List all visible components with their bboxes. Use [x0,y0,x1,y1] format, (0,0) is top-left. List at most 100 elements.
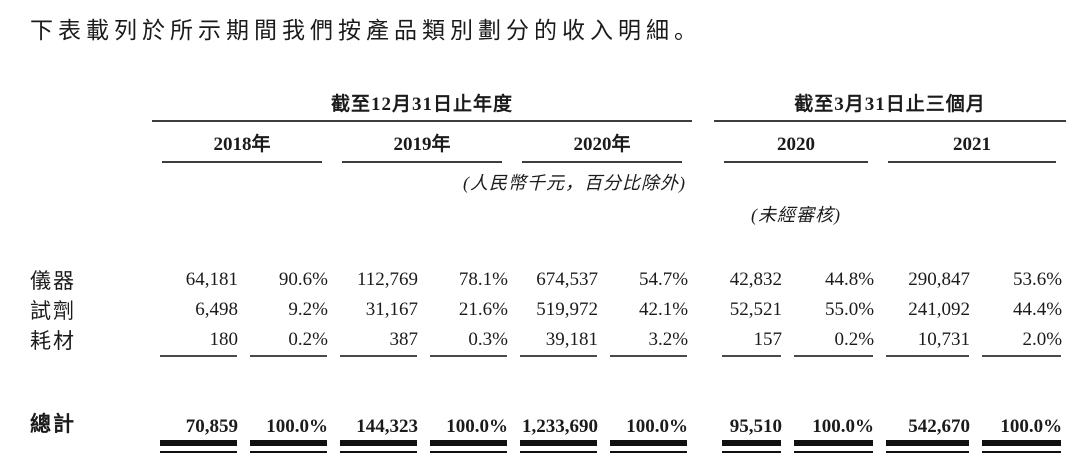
column-rule [340,355,417,357]
double-rule [722,440,782,453]
cell-q2021-pct: 2.0% [1022,329,1063,350]
year-header-2018: 2018年 [152,122,332,163]
cell-2018-pct: 0.2% [288,329,328,350]
cell-2019-value: 31,167 [365,299,418,320]
cell-q2021-value: 290,847 [908,269,971,290]
cell-2020-pct: 54.7% [638,269,689,290]
table-row-total: 總計 70,859 100.0% 144,323 100.0% 1,233,69… [30,365,1066,438]
spacer-cell [692,85,714,122]
cell-q2020-pct: 0.2% [834,329,875,350]
spacer-cell [692,122,714,163]
column-rule [886,355,970,357]
column-rule [520,355,597,357]
cell-2020-value: 674,537 [536,269,598,290]
double-rule [160,440,237,453]
double-rule [610,440,688,453]
row-label-consumables: 耗材 [30,329,76,353]
spacer-cell [30,355,152,365]
spacer-cell [692,163,1066,195]
double-rule [340,440,417,453]
double-rule [886,440,970,453]
total-2020-pct: 100.0% [626,416,689,437]
cell-2020-value: 39,181 [545,329,598,350]
total-2018-value: 70,859 [185,416,238,437]
cell-2019-pct: 21.6% [458,299,508,320]
spacer-cell [30,85,152,122]
cell-2020-value: 519,972 [536,299,598,320]
period-group-quarter: 截至3月31日止三個月 [714,85,1067,122]
column-rule [794,355,874,357]
cell-q2021-pct: 44.4% [1012,299,1063,320]
year-header-2019: 2019年 [332,122,512,163]
cell-q2021-pct: 53.6% [1012,269,1063,290]
double-rule [794,440,874,453]
year-header-row: 2018年 2019年 2020年 2020 2021 [30,122,1066,163]
cell-2018-pct: 90.6% [278,269,328,290]
year-header-2020: 2020年 [512,122,692,163]
spacer-cell [692,365,714,438]
row-label-reagents: 試劑 [30,299,76,323]
spacer-row [30,227,1066,265]
column-rule [250,355,327,357]
cell-2020-pct: 3.2% [648,329,689,350]
spacer-cell [692,355,714,365]
column-rule [160,355,237,357]
double-rule [520,440,597,453]
double-rule [250,440,327,453]
grand-total-rule-row [30,438,1066,464]
spacer-cell [878,195,1066,227]
double-rule [430,440,507,453]
unit-note-row: (人民幣千元，百分比除外) [30,163,1066,195]
revenue-by-product-table: 截至12月31日止年度 截至3月31日止三個月 2018年 2019年 2020… [30,85,1067,464]
row-label-total: 總計 [30,412,76,436]
spacer-cell [692,265,714,295]
cell-2018-value: 64,181 [185,269,238,290]
cell-q2020-value: 52,521 [729,299,783,320]
cell-q2020-value: 157 [753,329,783,350]
column-rule [982,355,1062,357]
column-rule [722,355,782,357]
cell-2019-pct: 0.3% [468,329,508,350]
total-q2020-value: 95,510 [729,416,783,437]
quarter-header-2020: 2020 [714,122,878,163]
cell-q2020-pct: 55.0% [824,299,875,320]
spacer-cell [692,438,714,464]
period-group-header-row: 截至12月31日止年度 截至3月31日止三個月 [30,85,1067,122]
intro-text: 下表載列於所示期間我們按產品類別劃分的收入明細。 [30,18,702,43]
audit-note: (未經審核) [751,205,842,225]
spacer-cell [30,122,152,163]
total-2019-pct: 100.0% [446,416,508,437]
column-rule [430,355,507,357]
spacer-cell [692,325,714,355]
period-group-annual: 截至12月31日止年度 [152,85,693,122]
cell-2018-value: 180 [209,329,239,350]
total-2018-pct: 100.0% [266,416,328,437]
cell-q2020-pct: 44.8% [824,269,875,290]
period-group-quarter-label: 截至3月31日止三個月 [714,89,1067,122]
total-2019-value: 144,323 [356,416,418,437]
column-rule [610,355,688,357]
quarter-header-2021: 2021 [878,122,1066,163]
unit-note: (人民幣千元，百分比除外) [463,173,687,193]
row-label-instruments: 儀器 [30,269,76,293]
period-group-annual-label: 截至12月31日止年度 [152,89,693,122]
table-row-instruments: 儀器 64,181 90.6% 112,769 78.1% 674,537 54… [30,265,1066,295]
subtotal-rule-row [30,355,1066,365]
cell-2019-pct: 78.1% [458,269,508,290]
cell-2018-pct: 9.2% [288,299,328,320]
cell-2019-value: 387 [389,329,419,350]
total-q2020-pct: 100.0% [812,416,875,437]
table-row-reagents: 試劑 6,498 9.2% 31,167 21.6% 519,972 42.1%… [30,295,1066,325]
cell-2018-value: 6,498 [195,299,238,320]
total-2020-value: 1,233,690 [522,416,598,437]
spacer-cell [30,227,1066,265]
spacer-cell [692,295,714,325]
table-row-consumables: 耗材 180 0.2% 387 0.3% 39,181 3.2% 157 0.2… [30,325,1066,355]
cell-q2021-value: 241,092 [908,299,971,320]
cell-2019-value: 112,769 [356,269,418,290]
cell-q2020-value: 42,832 [729,269,783,290]
spacer-cell [30,438,152,464]
cell-2020-pct: 42.1% [638,299,689,320]
cell-q2021-value: 10,731 [917,329,971,350]
